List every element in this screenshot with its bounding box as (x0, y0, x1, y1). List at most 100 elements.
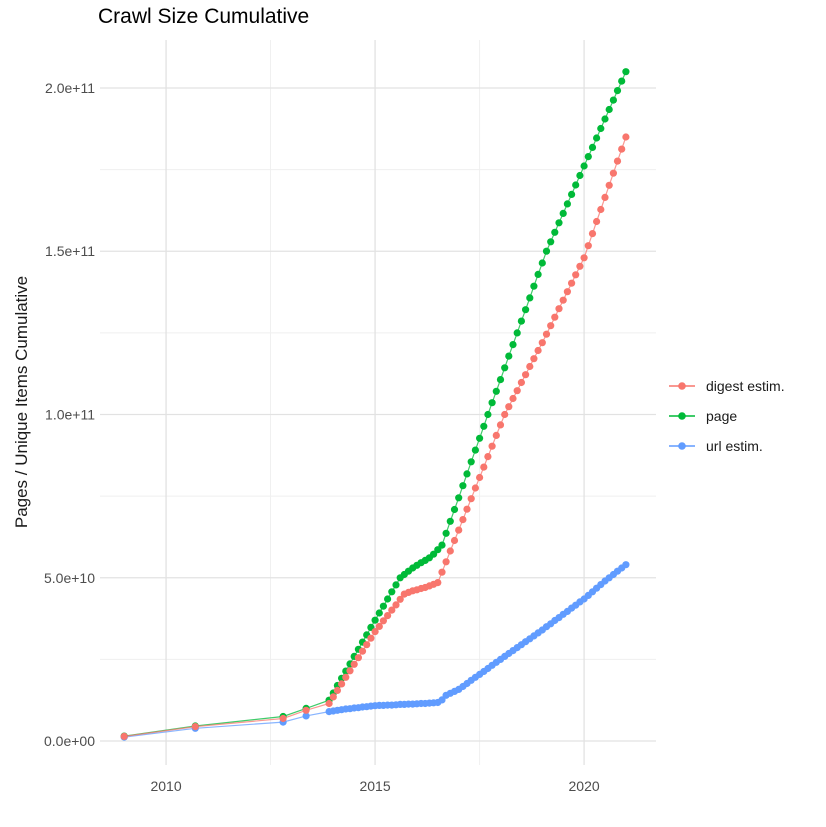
data-point-digest-estim- (354, 654, 362, 662)
data-point-page (568, 190, 576, 198)
legend-label: page (706, 408, 738, 424)
data-point-page (430, 550, 438, 558)
data-point-digest-estim- (534, 346, 542, 355)
data-point-digest-estim- (488, 442, 496, 450)
data-point-page (517, 317, 526, 325)
data-point-page (618, 77, 626, 85)
data-point-digest-estim- (588, 230, 597, 238)
data-point-page (563, 200, 572, 208)
legend-item-digest-estim: digest estim. (668, 376, 785, 396)
data-point-page (530, 282, 538, 290)
data-point-digest-estim- (517, 378, 526, 387)
data-point-page (501, 364, 509, 372)
legend-key-page-icon (669, 412, 695, 420)
data-point-digest-estim- (572, 271, 580, 279)
data-point-digest-estim- (601, 193, 609, 201)
data-point-digest-estim- (501, 410, 509, 419)
data-point-digest-estim- (455, 526, 463, 534)
data-point-digest-estim- (342, 673, 350, 681)
series-line-page (124, 71, 627, 737)
data-point-digest-estim- (392, 601, 400, 609)
data-point-page (588, 143, 597, 151)
data-point-digest-estim- (446, 547, 454, 555)
data-point-page (593, 134, 601, 142)
data-point-page (547, 238, 555, 246)
data-point-page (492, 387, 500, 395)
data-point-digest-estim- (388, 606, 396, 614)
data-point-digest-estim- (120, 732, 128, 741)
data-point-page (471, 446, 479, 454)
data-point-page (542, 247, 551, 255)
legend: digest estim. page url estim. (668, 376, 785, 456)
data-point-digest-estim- (609, 169, 618, 177)
data-point-digest-estim- (434, 579, 442, 587)
data-point-url-estim- (622, 561, 630, 569)
data-point-digest-estim- (484, 453, 492, 461)
data-point-digest-estim- (471, 484, 479, 492)
legend-label: digest estim. (706, 378, 785, 394)
data-point-page (597, 124, 605, 133)
data-point-page (388, 588, 396, 596)
data-point-page (576, 171, 584, 180)
data-point-page (384, 595, 392, 603)
data-point-page (572, 181, 580, 189)
data-point-digest-estim- (363, 641, 371, 649)
data-point-digest-estim- (559, 296, 567, 304)
data-point-digest-estim- (191, 723, 199, 731)
data-point-digest-estim- (605, 181, 613, 189)
data-point-digest-estim- (375, 622, 383, 631)
data-point-digest-estim- (438, 568, 446, 576)
data-point-digest-estim- (622, 133, 630, 141)
series-line-digest-estim- (124, 136, 627, 737)
data-point-digest-estim- (597, 205, 605, 214)
data-point-digest-estim- (618, 145, 626, 153)
data-point-digest-estim- (367, 634, 375, 642)
data-point-digest-estim- (547, 322, 555, 330)
data-point-digest-estim- (480, 463, 488, 471)
data-point-digest-estim- (538, 339, 546, 347)
data-point-page (446, 517, 454, 525)
data-point-page (438, 541, 446, 549)
data-point-digest-estim- (358, 647, 367, 655)
data-point-page (463, 470, 471, 478)
data-point-digest-estim- (350, 660, 358, 668)
y-tick-label: 5.0e+10 (44, 570, 95, 586)
data-point-digest-estim- (459, 516, 467, 524)
data-point-digest-estim- (526, 362, 534, 371)
data-point-digest-estim- (338, 680, 346, 688)
data-point-digest-estim- (513, 387, 521, 395)
y-tick-label: 1.5e+11 (45, 243, 95, 259)
data-point-digest-estim- (467, 495, 475, 503)
data-point-page (580, 162, 588, 170)
data-point-digest-estim- (563, 288, 572, 296)
data-point-page (455, 494, 463, 502)
data-point-page (559, 209, 567, 217)
data-point-digest-estim- (379, 617, 387, 625)
data-point-digest-estim- (333, 686, 341, 695)
data-point-page (379, 602, 387, 610)
legend-item-page: page (668, 406, 785, 426)
legend-key-digest-icon (669, 382, 695, 390)
data-point-digest-estim- (329, 693, 337, 701)
legend-item-url-estim: url estim. (668, 436, 785, 456)
data-point-page (613, 87, 622, 95)
data-point-digest-estim- (302, 706, 310, 714)
data-point-digest-estim- (396, 595, 404, 603)
data-point-page (434, 546, 442, 554)
data-point-page (459, 482, 467, 490)
data-point-digest-estim- (593, 217, 601, 226)
data-point-page (442, 529, 450, 537)
data-point-page (622, 68, 630, 76)
data-point-page (605, 105, 613, 114)
data-point-digest-estim- (522, 371, 530, 379)
data-point-digest-estim- (551, 313, 559, 321)
data-point-page (484, 410, 492, 419)
data-point-url-estim- (302, 712, 310, 720)
data-point-digest-estim- (613, 157, 622, 165)
data-point-page (467, 458, 475, 466)
data-point-digest-estim- (496, 421, 505, 429)
data-point-digest-estim- (555, 305, 563, 313)
x-tick-label: 2015 (359, 778, 390, 794)
chart-title: Crawl Size Cumulative (98, 5, 310, 28)
